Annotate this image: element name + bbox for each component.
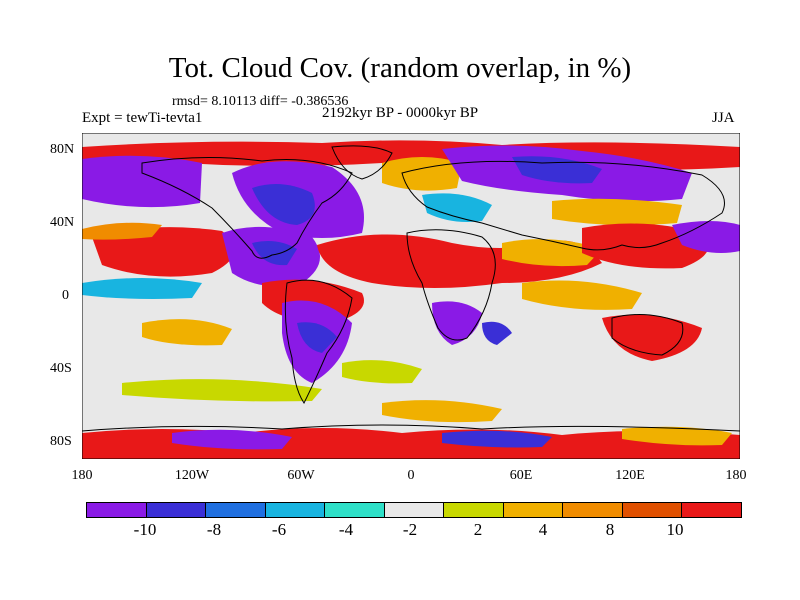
lat-label-80n: 80N xyxy=(50,142,75,157)
field-north-pacific-purple xyxy=(82,155,202,208)
field-antarctic-blue xyxy=(442,430,552,448)
colorbar-swatch-5 xyxy=(383,503,444,517)
colorbar-swatch-8 xyxy=(562,503,622,517)
field-central-asia-orange xyxy=(552,198,682,226)
field-europe-cyan xyxy=(422,193,492,222)
field-north-atlantic-orange xyxy=(382,157,462,191)
colorbar-swatch-2 xyxy=(205,503,265,517)
colorbar-swatch-6 xyxy=(443,503,503,517)
field-south-atlantic-yellow xyxy=(342,360,422,384)
colorbar-label-8: 8 xyxy=(605,520,615,539)
colorbar-swatch-4 xyxy=(324,503,384,517)
lat-label-40s: 40S xyxy=(50,361,72,376)
time-period-label: 2192kyr BP - 0000kyr BP xyxy=(322,105,479,121)
field-antarctic-orange xyxy=(622,426,732,446)
colorbar-label-4: 4 xyxy=(538,520,548,539)
field-madagascar-blue xyxy=(482,321,512,345)
colorbar-swatch-9 xyxy=(621,503,682,517)
colorbar-swatch-7 xyxy=(502,503,563,517)
colorbar-label-minus2: -2 xyxy=(402,520,418,539)
coastline-south-america xyxy=(284,279,353,404)
colorbar-label-minus8: -8 xyxy=(206,520,222,539)
coastline-africa xyxy=(406,229,496,341)
lon-label-60w: 60W xyxy=(287,468,315,483)
lon-label-120w: 120W xyxy=(174,468,210,483)
cloud-cover-map xyxy=(82,133,740,459)
field-antarctic-purple xyxy=(172,429,292,450)
field-caribbean-blue xyxy=(252,241,297,266)
colorbar-swatch-3 xyxy=(264,503,325,517)
field-southern-ocean-orange xyxy=(382,400,502,423)
colorbar-swatch-1 xyxy=(145,503,206,517)
field-arabia-orange xyxy=(502,239,602,267)
field-tropical-pacific-cyan xyxy=(82,278,202,299)
colorbar xyxy=(86,502,742,518)
anomaly-fields xyxy=(82,140,740,459)
lat-label-40n: 40N xyxy=(50,215,75,230)
field-south-america-blue xyxy=(297,322,337,353)
field-eastern-pacific-red xyxy=(92,227,235,277)
colorbar-label-minus6: -6 xyxy=(271,520,287,539)
lon-label-120e: 120E xyxy=(615,468,645,483)
lat-label-80s: 80S xyxy=(50,434,72,449)
lat-label-equator: 0 xyxy=(62,288,69,303)
coastline-north-america xyxy=(141,156,353,259)
field-canada-blue xyxy=(252,184,315,225)
map-canvas xyxy=(82,133,740,459)
colorbar-label-minus10: -10 xyxy=(133,520,157,539)
field-south-pacific-orange xyxy=(142,319,232,346)
coastline-australia xyxy=(611,314,684,356)
field-west-pacific-purple xyxy=(672,221,740,253)
field-indian-ocean-orange xyxy=(522,280,642,310)
plot-title: Tot. Cloud Cov. (random overlap, in %) xyxy=(168,52,632,84)
lon-label-180-west: 180 xyxy=(71,468,93,483)
lon-label-180-east: 180 xyxy=(725,468,747,483)
field-australia-red xyxy=(602,314,702,361)
field-southern-ocean-yellow xyxy=(122,379,322,402)
coastlines xyxy=(82,145,740,432)
field-eastern-pacific-orange xyxy=(82,222,162,240)
lon-label-0: 0 xyxy=(407,468,415,483)
colorbar-swatch-10 xyxy=(681,503,742,517)
coastline-greenland xyxy=(331,145,393,180)
coastline-antarctica xyxy=(82,424,740,432)
colorbar-label-minus4: -4 xyxy=(338,520,354,539)
colorbar-label-2: 2 xyxy=(473,520,483,539)
season-label: JJA xyxy=(712,110,735,126)
colorbar-swatch-0 xyxy=(87,503,146,517)
coastline-eurasia xyxy=(401,160,725,251)
experiment-label: Expt = tewTi-tevta1 xyxy=(82,110,203,126)
lon-label-60e: 60E xyxy=(509,468,533,483)
rmsd-diff-stats: rmsd= 8.10113 diff= -0.386536 xyxy=(172,94,349,109)
colorbar-label-10: 10 xyxy=(666,520,684,539)
